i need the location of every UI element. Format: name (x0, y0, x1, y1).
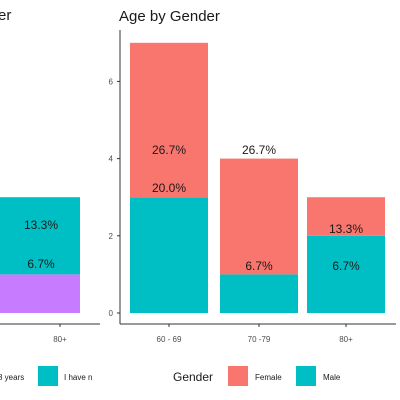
main-panel: Age by Gender 0 2 4 6 26.7% 20.0% 26.7% 6.7% 13… (109, 8, 396, 386)
y-tick-label-3: 6 (109, 77, 114, 86)
data-label-female-0: 26.7% (152, 143, 186, 157)
y-ticks: 0 2 4 6 (109, 77, 120, 318)
bar-male-1 (220, 274, 298, 313)
bar-female-2 (307, 197, 385, 236)
legend-label-female: Female (255, 373, 282, 382)
left-legend-key (38, 366, 58, 386)
left-tick-labels: 80+ (53, 335, 67, 344)
left-legend: 8 years I have n (0, 366, 92, 386)
data-label-female-2: 13.3% (329, 222, 363, 236)
x-ticks: 60 - 69 70 -79 80+ (157, 324, 353, 344)
left-panel: er 13.3% 6.7% 80+ 8 years I have n (0, 7, 100, 386)
data-label-male-2: 6.7% (332, 259, 360, 273)
left-chart-title-fragment: er (0, 7, 11, 24)
legend-key-male (296, 366, 316, 386)
left-legend-label-0: 8 years (0, 373, 24, 382)
main-bars: 26.7% 20.0% 26.7% 6.7% 13.3% 6.7% (130, 42, 385, 313)
chart-title: Age by Gender (119, 8, 220, 25)
x-tick-label-2: 80+ (339, 335, 353, 344)
legend-title: Gender (173, 370, 213, 384)
legend-label-male: Male (323, 373, 341, 382)
bar-male-0 (130, 197, 208, 313)
y-tick-label-0: 0 (109, 309, 114, 318)
legend: Gender Female Male (173, 366, 341, 386)
left-data-label-0: 13.3% (24, 218, 58, 232)
left-bars: 13.3% 6.7% (0, 197, 80, 313)
left-legend-label-1: I have n (64, 373, 92, 382)
y-tick-label-2: 4 (109, 155, 114, 164)
bar-male-2 (307, 235, 385, 313)
left-bar-lower (0, 274, 80, 313)
left-x-tick-label: 80+ (53, 335, 67, 344)
y-tick-label-1: 2 (109, 232, 114, 241)
left-data-label-1: 6.7% (27, 257, 55, 271)
data-label-male-0: 20.0% (152, 181, 186, 195)
left-bar-upper (0, 197, 80, 275)
bar-female-0 (130, 42, 208, 198)
x-tick-label-0: 60 - 69 (157, 335, 182, 344)
data-label-female-1: 26.7% (242, 143, 276, 157)
x-tick-label-1: 70 -79 (248, 335, 271, 344)
legend-key-female (228, 366, 248, 386)
data-label-male-1: 6.7% (245, 259, 273, 273)
bar-female-1 (220, 158, 298, 275)
